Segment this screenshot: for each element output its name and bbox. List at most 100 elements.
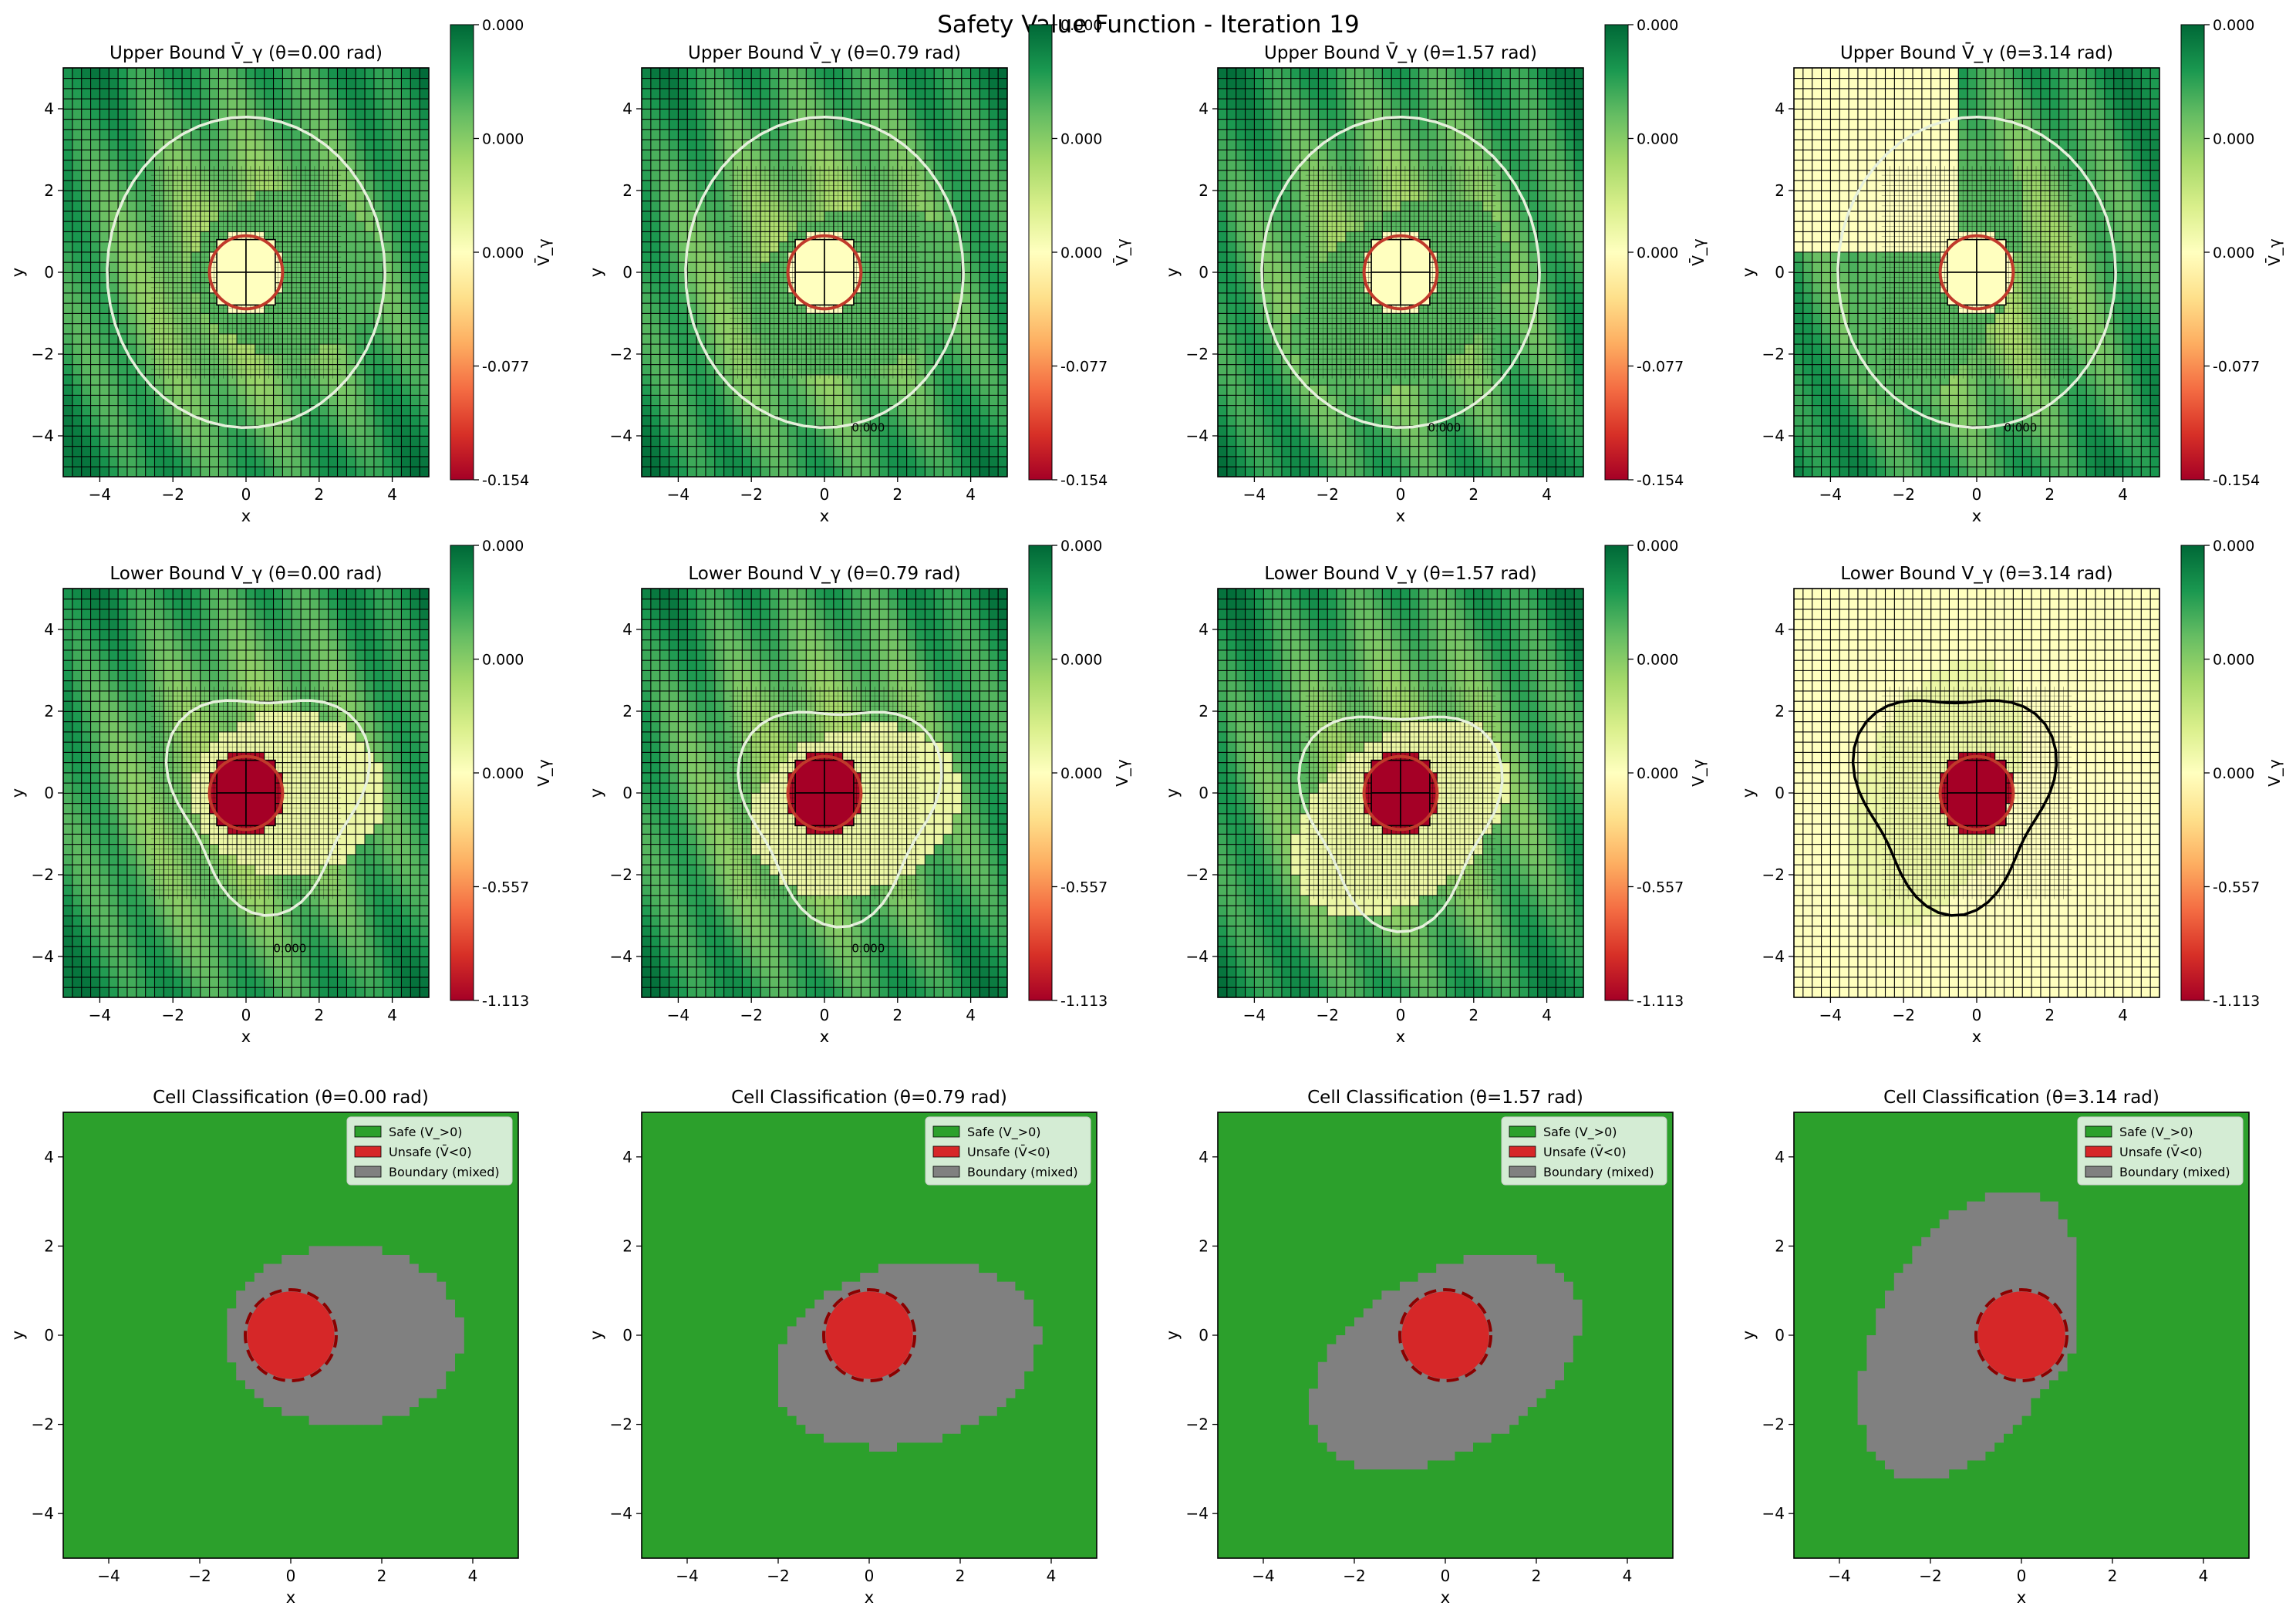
heatmap-cell: [90, 221, 101, 232]
panels: Upper Bound V̄_γ (θ=0.00 rad)0.0000.0000…: [8, 17, 2284, 1607]
heatmap-cell: [400, 251, 412, 263]
heatmap-cell: [181, 87, 192, 100]
heatmap-cell: [272, 139, 284, 150]
heatmap-cell: [1537, 118, 1548, 130]
heatmap-cell: [410, 353, 421, 366]
heatmap-cell: [833, 394, 844, 407]
heatmap-cell: [1245, 210, 1256, 222]
heatmap-cell: [117, 414, 128, 427]
heatmap-cell: [1509, 118, 1520, 130]
heatmap-cell: [1272, 302, 1283, 314]
heatmap-cell: [1245, 373, 1256, 386]
heatmap-cell: [686, 466, 698, 477]
heatmap-cell: [906, 435, 917, 447]
heatmap-cell: [126, 221, 137, 232]
heatmap-cell: [997, 312, 1007, 325]
heatmap-cell: [997, 373, 1007, 386]
heatmap-cell: [1400, 404, 1411, 417]
heatmap-cell: [933, 282, 944, 294]
heatmap-cell: [1528, 128, 1539, 140]
heatmap-cell: [650, 404, 661, 417]
heatmap-cell: [1327, 445, 1337, 457]
heatmap-cell: [1336, 414, 1347, 427]
heatmap-cell: [63, 210, 73, 222]
heatmap-cell: [1519, 221, 1529, 232]
heatmap-cell: [1345, 445, 1356, 457]
heatmap-cell: [714, 128, 725, 140]
heatmap-cell: [99, 312, 110, 325]
heatmap-cell: [824, 68, 834, 79]
heatmap-cell: [200, 87, 211, 100]
heatmap-cell: [723, 466, 734, 477]
heatmap-cell: [108, 394, 120, 407]
heatmap-cell: [1537, 302, 1548, 314]
heatmap-cell: [970, 241, 981, 253]
heatmap-cell: [659, 394, 670, 407]
heatmap-cell: [760, 118, 770, 130]
heatmap-cell: [869, 77, 881, 89]
heatmap-cell: [961, 353, 972, 366]
heatmap-cell: [869, 445, 881, 457]
heatmap-cell: [72, 261, 83, 273]
heatmap-cell: [1236, 353, 1246, 366]
heatmap-cell: [419, 312, 429, 325]
heatmap-cell: [650, 322, 661, 335]
heatmap-cell: [677, 118, 689, 130]
heatmap-cell: [117, 231, 128, 243]
heatmap-cell: [419, 414, 429, 427]
heatmap-cell: [1500, 87, 1512, 100]
heatmap-cell: [328, 435, 339, 447]
heatmap-cell: [814, 118, 825, 130]
heatmap-cell: [153, 87, 165, 100]
heatmap-cell: [1272, 373, 1283, 386]
heatmap-cell: [705, 159, 716, 171]
heatmap-cell: [1336, 68, 1347, 79]
heatmap-cell: [1428, 384, 1438, 396]
heatmap-cell: [90, 363, 101, 376]
heatmap-cell: [153, 435, 165, 447]
heatmap-cell: [1272, 261, 1283, 273]
heatmap-cell: [136, 414, 147, 427]
heatmap-cell: [796, 77, 807, 89]
heatmap-cell: [814, 68, 825, 79]
heatmap-cell: [650, 445, 661, 457]
heatmap-cell: [264, 455, 275, 467]
heatmap-cell: [364, 241, 375, 253]
heatmap-cell: [1364, 149, 1374, 161]
heatmap-cell: [1491, 98, 1502, 110]
heatmap-cell: [1491, 394, 1502, 407]
heatmap-cell: [1218, 363, 1228, 376]
heatmap-cell: [383, 221, 393, 232]
heatmap-cell: [1281, 394, 1292, 407]
heatmap-cell: [355, 108, 366, 120]
heatmap-cell: [410, 77, 421, 89]
heatmap-cell: [63, 425, 73, 437]
heatmap-cell: [805, 445, 817, 457]
heatmap-cell: [81, 394, 92, 407]
heatmap-cell: [1336, 139, 1347, 150]
heatmap-cell: [805, 435, 817, 447]
heatmap-cell: [705, 435, 716, 447]
heatmap-cell: [659, 435, 670, 447]
heatmap-cell: [245, 404, 256, 417]
heatmap-cell: [1491, 118, 1502, 130]
heatmap-cell: [988, 200, 1000, 212]
heatmap-cell: [1345, 98, 1356, 110]
heatmap-cell: [1464, 98, 1475, 110]
obstacle-contour: [207, 234, 285, 311]
heatmap-cell: [824, 149, 834, 161]
heatmap-cell: [126, 425, 137, 437]
heatmap-cell: [1290, 425, 1301, 437]
heatmap-cell: [1253, 190, 1265, 202]
heatmap-cell: [897, 466, 908, 477]
heatmap-cell: [1519, 98, 1529, 110]
heatmap-cell: [328, 455, 339, 467]
heatmap-cell: [1546, 261, 1557, 273]
heatmap-cell: [933, 251, 944, 263]
heatmap-cell: [1245, 332, 1256, 345]
heatmap-cell: [997, 455, 1007, 467]
heatmap-cell: [63, 373, 73, 386]
heatmap-cell: [833, 435, 844, 447]
heatmap-cell: [1537, 363, 1548, 376]
heatmap-cell: [346, 292, 357, 304]
